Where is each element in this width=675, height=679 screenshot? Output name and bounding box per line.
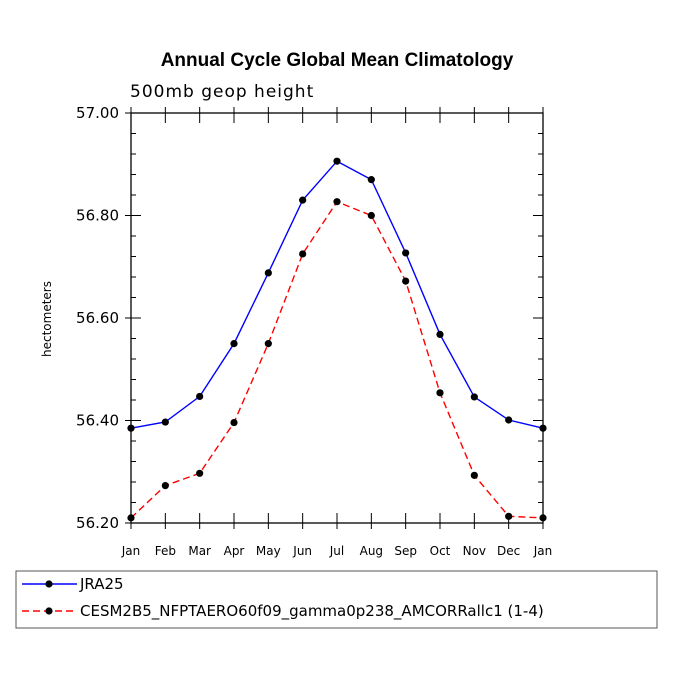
data-point: [333, 157, 341, 165]
data-point: [264, 340, 272, 348]
data-point: [402, 277, 410, 285]
legend-marker: [45, 607, 53, 615]
x-tick-label: Mar: [188, 544, 211, 558]
data-point: [402, 249, 410, 257]
data-point: [127, 514, 135, 522]
legend-box: [15, 570, 658, 629]
plot-frame: [130, 112, 544, 524]
x-tick-label: Dec: [497, 544, 520, 558]
y-tick-label: 56.60: [76, 309, 119, 327]
data-point: [333, 198, 341, 206]
x-tick-label: Jun: [292, 544, 312, 558]
y-tick-label: 56.80: [76, 207, 119, 225]
data-point: [196, 392, 204, 401]
data-point: [505, 512, 513, 520]
x-tick-label: Jan: [121, 544, 141, 558]
data-point: [196, 469, 204, 477]
series-line-1: [130, 200, 544, 519]
data-point: [436, 389, 444, 397]
data-point: [505, 416, 513, 424]
x-tick-label: Apr: [224, 544, 245, 558]
legend: JRA25 CESM2B5_NFPTAERO60f09_gamma0p238_AM…: [15, 570, 658, 629]
data-point: [539, 514, 547, 522]
x-tick-label: Aug: [360, 544, 383, 558]
data-point: [127, 424, 135, 432]
x-tick-label: May: [256, 544, 281, 558]
data-point: [264, 269, 272, 277]
legend-label: JRA25: [79, 575, 124, 593]
data-point: [436, 330, 444, 338]
y-tick-label: 56.20: [76, 514, 119, 532]
data-point: [299, 196, 307, 204]
chart-title: Annual Cycle Global Mean Climatology: [161, 50, 514, 71]
data-point: [470, 393, 478, 401]
y-axis-label: hectometers: [40, 281, 54, 357]
plot-area: 56.20 56.40 56.60 56.80 57.00 Jan Feb Mar Apr May…: [76, 104, 552, 558]
data-point: [299, 250, 307, 258]
data-point: [367, 211, 375, 220]
y-tick-label: 56.40: [76, 412, 119, 430]
data-point: [367, 176, 375, 184]
x-tick-label: Oct: [430, 544, 451, 558]
legend-label: CESM2B5_NFPTAERO60f09_gamma0p238_AMCORRa…: [80, 602, 544, 621]
x-tick-label: Nov: [463, 544, 486, 558]
x-tick-label: Jan: [533, 544, 553, 558]
chart-subtitle: 500mb geop height: [130, 82, 314, 102]
data-point: [161, 418, 169, 426]
x-tick-label: Feb: [155, 544, 176, 558]
data-point: [230, 418, 238, 427]
data-point: [470, 471, 478, 479]
data-point: [230, 340, 238, 348]
x-tick-label: Jul: [329, 544, 344, 558]
legend-marker: [45, 580, 53, 588]
y-tick-label: 57.00: [76, 104, 119, 122]
x-tick-label: Sep: [394, 544, 417, 558]
data-point: [539, 424, 547, 432]
data-point: [161, 481, 169, 490]
